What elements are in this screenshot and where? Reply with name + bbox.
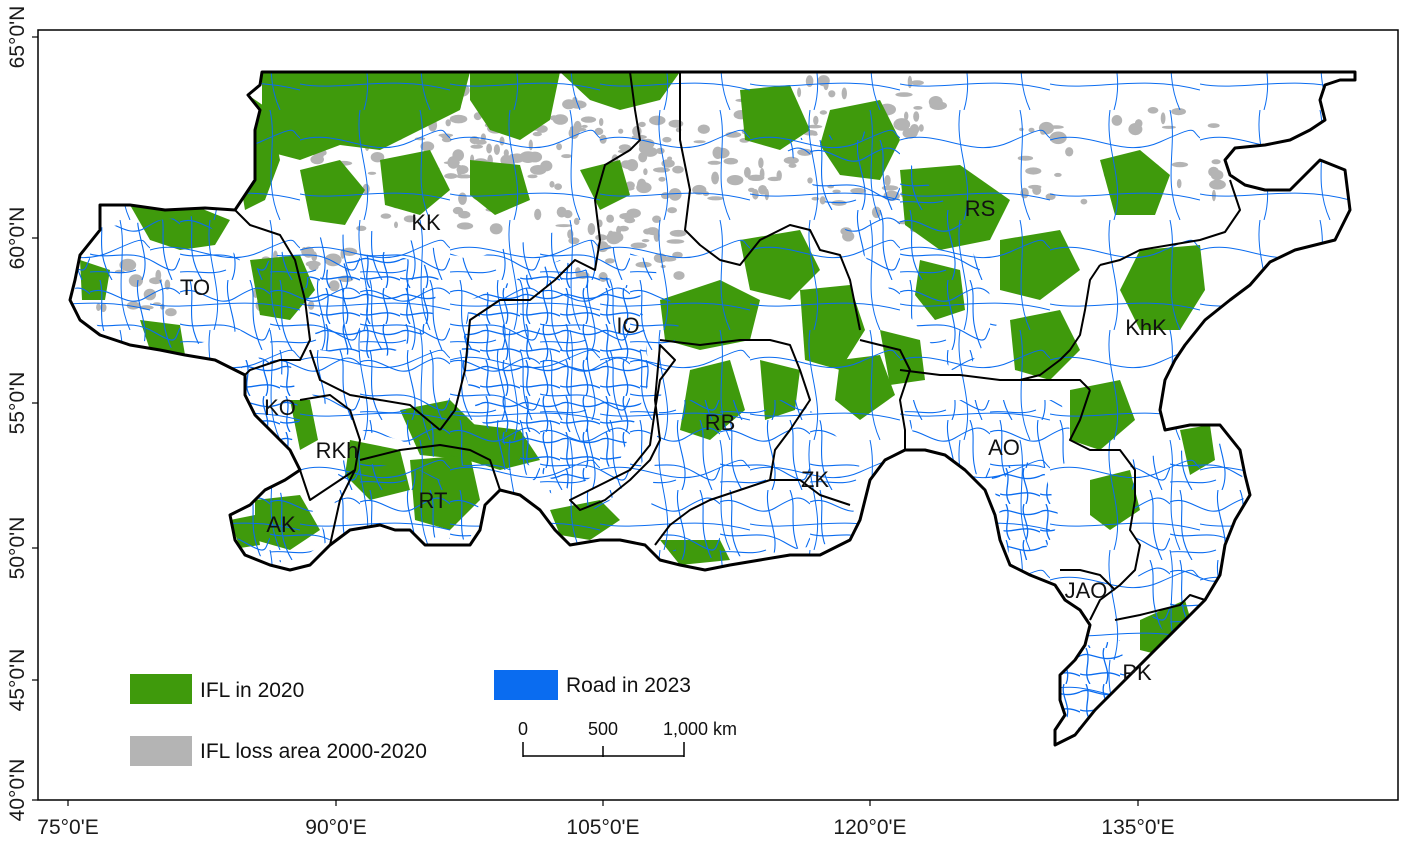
legend-swatch-road <box>494 670 558 700</box>
region-label-ak: AK <box>266 512 296 537</box>
lon-label-105: 105°0'E <box>566 816 639 839</box>
region-label-rkh: RKh <box>316 438 359 463</box>
region-label-zk: ZK <box>801 467 829 492</box>
scale-label-1000: 1,000 km <box>663 719 737 739</box>
region-labels: KK RS TO IO KhK KO RB RKh AO ZK RT AK JA… <box>180 196 1167 685</box>
legend-label-ifl-loss: IFL loss area 2000-2020 <box>200 740 427 763</box>
region-boundaries <box>68 70 1357 747</box>
lon-label-135: 135°0'E <box>1101 816 1174 839</box>
region-label-to: TO <box>180 275 210 300</box>
region-label-jao: JAO <box>1065 578 1108 603</box>
region-label-ao: AO <box>988 435 1020 460</box>
legend-swatch-ifl-loss <box>130 736 192 766</box>
axis-ticks <box>32 36 1139 806</box>
legend: IFL in 2020 IFL loss area 2000-2020 Road… <box>130 670 691 766</box>
lat-label-55: 55°0'N <box>6 372 29 435</box>
region-label-khk: KhK <box>1125 315 1167 340</box>
region-label-ko: KO <box>264 395 296 420</box>
longitude-labels: 75°0'E 90°0'E 105°0'E 120°0'E 135°0'E <box>37 816 1174 839</box>
region-label-kk: KK <box>411 210 441 235</box>
scale-bar: 0 500 1,000 km <box>518 719 737 757</box>
legend-label-ifl: IFL in 2020 <box>200 679 304 702</box>
lat-label-60: 60°0'N <box>6 207 29 270</box>
region-label-rb: RB <box>705 410 736 435</box>
lon-label-75: 75°0'E <box>37 816 98 839</box>
region-label-pk: PK <box>1122 660 1152 685</box>
region-label-rt: RT <box>419 488 448 513</box>
legend-swatch-ifl <box>130 674 192 704</box>
lat-label-50: 50°0'N <box>6 517 29 580</box>
lon-label-120: 120°0'E <box>833 816 906 839</box>
region-label-io: IO <box>616 313 639 338</box>
legend-label-road: Road in 2023 <box>566 674 691 697</box>
lat-label-40: 40°0'N <box>6 759 29 822</box>
scale-label-0: 0 <box>518 719 528 739</box>
lat-label-45: 45°0'N <box>6 649 29 712</box>
scale-label-500: 500 <box>588 719 618 739</box>
latitude-labels: 65°0'N 60°0'N 55°0'N 50°0'N 45°0'N 40°0'… <box>6 6 29 822</box>
lon-label-90: 90°0'E <box>305 816 366 839</box>
region-label-rs: RS <box>965 196 996 221</box>
lat-label-65: 65°0'N <box>6 6 29 69</box>
